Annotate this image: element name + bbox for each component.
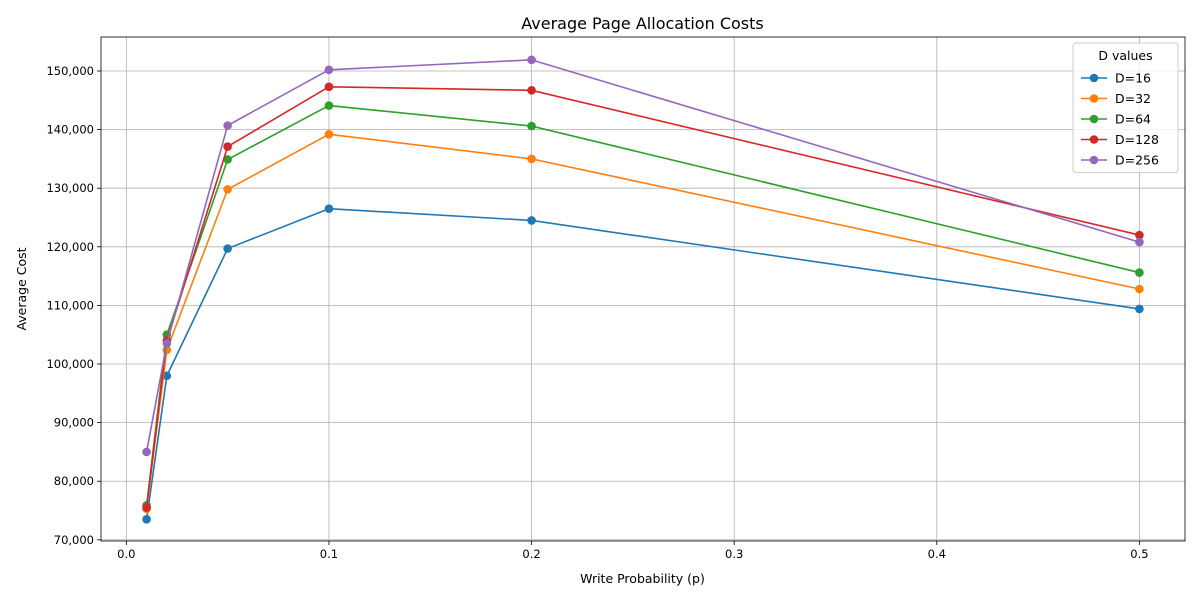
data-point: [142, 515, 151, 524]
legend-item: D=32: [1081, 91, 1151, 106]
x-tick-label: 0.5: [1130, 547, 1148, 561]
x-tick-label: 0.3: [725, 547, 743, 561]
data-point: [142, 503, 151, 512]
y-tick-label: 100,000: [46, 357, 94, 371]
legend-title: D values: [1098, 48, 1152, 63]
legend-marker: [1089, 73, 1099, 83]
data-point: [527, 55, 536, 65]
legend-label: D=128: [1115, 132, 1159, 147]
data-point: [223, 121, 232, 130]
data-point: [162, 339, 172, 348]
legend-label: D=256: [1115, 153, 1159, 168]
grid: [101, 37, 1185, 541]
x-tick-label: 0.1: [320, 547, 338, 561]
series-line: [145, 133, 1140, 509]
plot-frame: [100, 36, 1186, 542]
data-point: [527, 216, 536, 225]
legend-label: D=16: [1115, 71, 1151, 86]
legend-item: D=64: [1081, 112, 1151, 127]
data-point: [1135, 268, 1144, 277]
series-group: [142, 55, 1144, 524]
data-point: [1135, 284, 1144, 294]
legend-label: D=32: [1115, 91, 1151, 106]
legend-item: D=256: [1081, 153, 1159, 168]
data-point: [223, 244, 232, 253]
y-tick-label: 120,000: [46, 240, 94, 254]
x-axis: 0.0 0.1 0.2 0.3 0.4 0.5: [117, 541, 1149, 561]
data-point: [324, 204, 334, 214]
y-tick-label: 80,000: [54, 474, 94, 488]
data-point: [1135, 237, 1144, 247]
x-tick-label: 0.0: [117, 547, 135, 561]
data-point: [324, 82, 334, 92]
data-point: [1135, 230, 1144, 240]
series-d-256: [142, 55, 1144, 457]
chart-title: Average Page Allocation Costs: [521, 14, 763, 33]
data-point: [223, 185, 232, 194]
data-point: [527, 154, 536, 164]
x-axis-label: Write Probability (p): [580, 571, 705, 586]
data-point: [324, 129, 334, 139]
series-line: [145, 86, 1140, 508]
legend-marker: [1089, 114, 1099, 124]
data-point: [223, 155, 232, 164]
y-axis: 70,000 80,000 90,000 100,000 110,000 120,000 1…: [46, 64, 101, 547]
series-d-128: [142, 82, 1144, 512]
series-line: [145, 207, 1140, 520]
legend: D values D=16 D=32 D=64 D=128 D=256: [1072, 42, 1179, 173]
y-tick-label: 150,000: [46, 64, 94, 78]
data-point: [527, 86, 536, 95]
y-tick-label: 130,000: [46, 181, 94, 195]
legend-marker: [1089, 135, 1099, 144]
x-tick-label: 0.2: [522, 547, 540, 561]
data-point: [324, 65, 334, 75]
y-tick-label: 110,000: [46, 298, 94, 312]
data-point: [324, 101, 334, 110]
data-point: [527, 121, 536, 131]
y-tick-label: 90,000: [54, 416, 94, 430]
data-point: [162, 371, 172, 381]
legend-item: D=128: [1081, 132, 1159, 147]
series-line: [145, 59, 1140, 453]
series-d-16: [142, 204, 1144, 524]
legend-marker: [1089, 94, 1099, 103]
legend-item: D=16: [1081, 71, 1151, 86]
x-tick-label: 0.4: [928, 547, 946, 561]
y-tick-label: 70,000: [54, 533, 94, 547]
data-point: [1135, 304, 1144, 314]
y-axis-label: Average Cost: [14, 247, 29, 330]
data-point: [142, 447, 151, 457]
data-point: [223, 142, 232, 151]
legend-marker: [1089, 155, 1099, 165]
y-tick-label: 140,000: [46, 123, 94, 137]
legend-label: D=64: [1115, 112, 1151, 127]
